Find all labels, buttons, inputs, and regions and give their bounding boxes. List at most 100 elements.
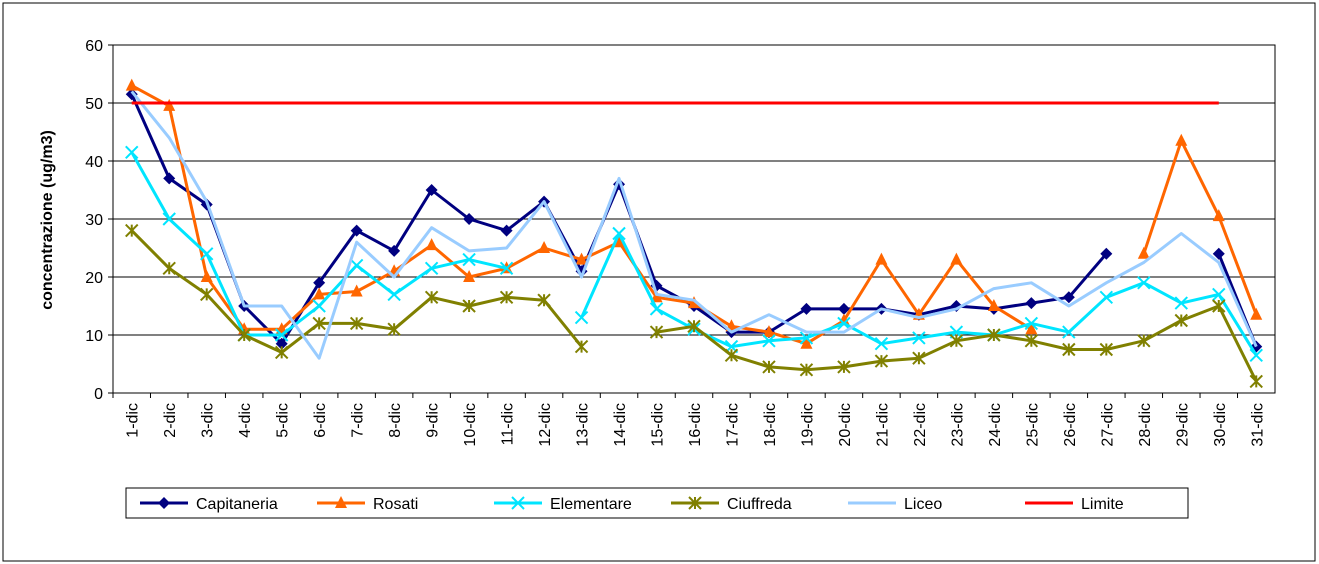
marker [1212, 247, 1225, 260]
marker [650, 290, 663, 303]
marker [799, 331, 814, 345]
marker [874, 354, 889, 368]
x-tick-label: 8-dic [387, 403, 404, 438]
marker [162, 261, 176, 276]
marker [200, 247, 214, 261]
marker [574, 310, 589, 325]
marker [163, 172, 176, 185]
marker [837, 302, 850, 315]
marker [800, 336, 813, 349]
marker [350, 284, 363, 297]
x-tick-label: 23-dic [949, 403, 966, 447]
marker [349, 258, 364, 273]
marker [125, 78, 138, 91]
marker [275, 337, 288, 350]
marker [1137, 334, 1151, 348]
marker [1249, 374, 1263, 389]
marker [762, 360, 776, 374]
marker [724, 348, 739, 363]
marker [158, 497, 170, 509]
marker [335, 496, 347, 508]
marker [1025, 297, 1038, 310]
y-tick-label: 60 [85, 38, 103, 55]
legend-label: Ciuffreda [727, 496, 792, 513]
legend-box [125, 487, 1189, 519]
x-tick-label: 12-dic [537, 403, 554, 447]
marker [500, 224, 513, 237]
marker [387, 287, 401, 302]
marker [1212, 287, 1226, 302]
marker [649, 325, 664, 339]
x-tick-label: 25-dic [1024, 403, 1041, 447]
marker [1025, 322, 1038, 335]
marker [1024, 334, 1039, 348]
marker [312, 316, 326, 331]
marker [949, 334, 964, 348]
legend-label: Limite [1081, 496, 1124, 513]
marker [987, 328, 1001, 342]
x-tick-label: 20-dic [837, 403, 854, 447]
x-tick-label: 10-dic [462, 403, 479, 447]
x-tick-label: 14-dic [612, 403, 629, 447]
y-tick-label: 40 [85, 154, 103, 171]
marker [912, 351, 926, 365]
y-tick-label: 10 [85, 328, 103, 345]
marker [538, 241, 551, 253]
marker [950, 252, 963, 265]
marker [800, 302, 813, 315]
legend-label: Liceo [904, 496, 942, 513]
marker [499, 261, 514, 276]
marker [499, 290, 514, 305]
marker [1212, 299, 1226, 313]
x-tick-label: 2-dic [162, 403, 179, 438]
y-axis-title: concentrazione (ug/m3) [39, 130, 56, 310]
x-tick-label: 17-dic [724, 403, 741, 447]
marker [463, 270, 476, 282]
legend-label: Elementare [550, 496, 632, 513]
marker [837, 360, 851, 374]
marker [312, 299, 326, 313]
x-tick-label: 18-dic [762, 403, 779, 447]
y-tick-label: 50 [85, 96, 103, 113]
x-tick-label: 4-dic [237, 403, 254, 438]
x-tick-label: 7-dic [350, 403, 367, 438]
marker [125, 223, 139, 238]
x-tick-label: 13-dic [575, 403, 592, 447]
marker [874, 336, 889, 351]
x-tick-label: 3-dic [200, 403, 217, 438]
x-tick-label: 29-dic [1174, 403, 1191, 447]
marker [125, 145, 139, 160]
marker [1175, 133, 1188, 146]
plot-area [112, 44, 1276, 394]
marker [313, 287, 326, 300]
y-tick-label: 0 [94, 386, 103, 403]
marker [200, 270, 213, 282]
x-tick-label: 26-dic [1062, 403, 1079, 447]
x-tick-label: 27-dic [1099, 403, 1116, 447]
marker [1137, 246, 1150, 259]
marker [612, 226, 626, 241]
marker [350, 224, 363, 237]
x-tick-label: 6-dic [312, 403, 329, 438]
marker [511, 496, 525, 510]
marker [424, 290, 439, 305]
x-tick-label: 30-dic [1212, 403, 1229, 447]
marker [1250, 307, 1263, 320]
legend-label: Capitaneria [196, 496, 278, 513]
marker [462, 252, 476, 267]
x-tick-label: 31-dic [1249, 403, 1266, 447]
marker [1062, 291, 1075, 304]
marker [987, 299, 1000, 311]
marker [762, 325, 775, 338]
marker [163, 98, 176, 111]
marker [912, 331, 926, 345]
x-tick-label: 11-dic [500, 403, 517, 445]
marker [1100, 247, 1113, 260]
marker [837, 313, 850, 326]
marker [274, 345, 289, 360]
x-tick-label: 24-dic [987, 403, 1004, 447]
marker [837, 316, 851, 331]
marker [274, 328, 289, 342]
marker [1099, 290, 1114, 305]
